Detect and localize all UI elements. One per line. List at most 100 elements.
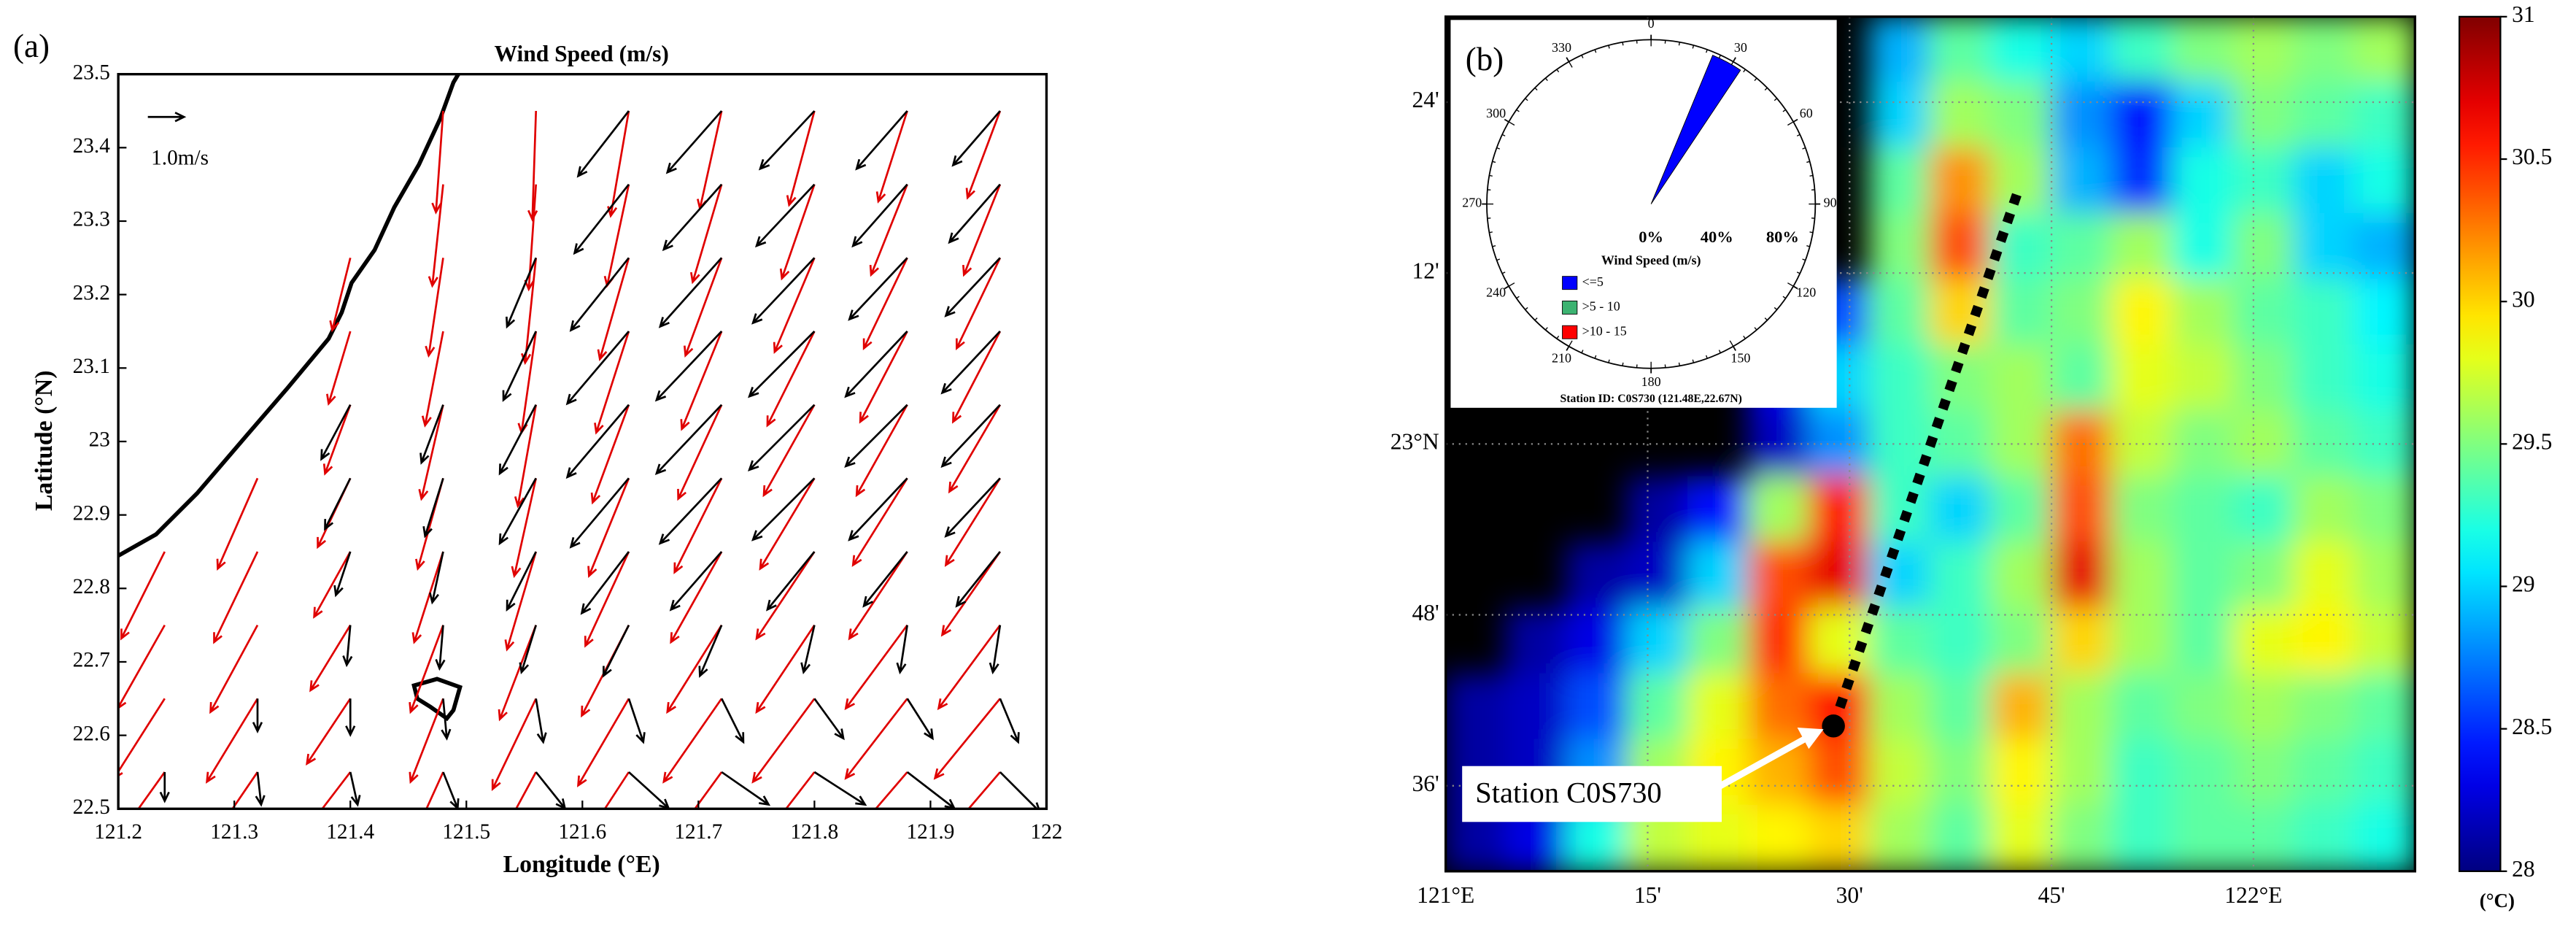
sst-cell: [1868, 804, 1932, 871]
x-tick-label: 121.9: [906, 820, 954, 844]
wind-vector: [519, 625, 537, 674]
sst-cell: [1989, 541, 2053, 609]
sst-cell: [2111, 804, 2174, 871]
sst-cell: [2293, 541, 2356, 609]
x-tick-label: 30': [1836, 882, 1863, 908]
wind-vector: [766, 331, 816, 428]
y-tick-label: 12': [1412, 258, 1439, 283]
colorbar-tick-label: 30: [2512, 286, 2535, 312]
sst-cell: [2172, 147, 2235, 215]
wind-vector: [677, 404, 723, 501]
sst-cell: [2111, 212, 2174, 281]
rose-minor-tick: [1534, 317, 1538, 321]
sst-cell: [1929, 476, 1992, 544]
angle-tick: [1566, 57, 1570, 63]
wind-vector: [944, 477, 1001, 567]
wind-vector: [759, 477, 816, 571]
wind-vector: [654, 331, 723, 402]
sst-cell: [2293, 344, 2356, 412]
wind-vector: [670, 551, 723, 644]
wind-vector: [896, 625, 908, 675]
wind-vector: [748, 331, 816, 398]
station-marker: [1822, 714, 1845, 738]
y-tick-label: 22.5: [73, 795, 110, 819]
wind-vector: [855, 110, 908, 171]
angle-tick-label: 90: [1824, 196, 1837, 210]
y-tick-label: 23.2: [73, 281, 110, 304]
wind-vector: [252, 698, 263, 733]
sst-cell: [2353, 673, 2416, 741]
sst-cell: [2293, 673, 2356, 741]
wind-vector: [159, 771, 170, 803]
wind-vector: [216, 477, 259, 571]
sst-cell: [2111, 81, 2174, 150]
sst-cell: [1687, 476, 1750, 544]
wind-vector: [844, 331, 908, 398]
wind-vector: [669, 551, 723, 612]
angle-tick: [1566, 346, 1570, 351]
sst-cell: [1747, 804, 1811, 871]
sst-cell: [2353, 541, 2416, 609]
wind-vector: [209, 624, 259, 714]
sst-cell: [2293, 147, 2356, 215]
wind-vector: [345, 698, 356, 737]
rose-minor-tick: [1809, 174, 1814, 177]
sst-cell: [2232, 16, 2295, 84]
y-tick-label: 23.4: [73, 134, 111, 158]
angle-tick-label: 180: [1641, 374, 1661, 389]
wind-vector: [751, 477, 816, 541]
rose-minor-tick: [1525, 307, 1528, 310]
wind-vector: [491, 698, 537, 791]
y-tick-label: 23.1: [73, 355, 110, 378]
wind-vector: [762, 404, 816, 498]
sst-cell: [1868, 541, 1932, 609]
wind-vector: [313, 551, 352, 619]
sst-cell: [2232, 804, 2295, 871]
sst-cell: [1989, 804, 2053, 871]
land-outline: [118, 74, 463, 722]
wind-vector: [535, 698, 547, 744]
y-tick-label: 22.8: [73, 575, 110, 598]
sst-cell: [2232, 81, 2295, 150]
rose-minor-tick: [1764, 317, 1768, 321]
y-tick-label: 22.6: [73, 722, 110, 745]
wind-vector: [813, 771, 867, 806]
wind-vector: [569, 477, 630, 549]
y-tick-label: 48': [1412, 600, 1439, 625]
wind-vector: [948, 404, 1002, 494]
rose-minor-tick: [1718, 350, 1721, 353]
sst-cell: [1989, 739, 2053, 806]
wind-vector: [658, 257, 723, 328]
wind-vector: [813, 698, 845, 741]
sst-cell: [1929, 541, 1992, 609]
wind-vector: [206, 698, 259, 784]
wind-vector: [754, 183, 816, 248]
sst-cell: [2111, 673, 2174, 741]
rose-minor-tick: [1774, 307, 1778, 310]
angle-tick-label: 210: [1552, 350, 1571, 365]
sst-cell: [1808, 804, 1871, 871]
sst-cell: [2111, 739, 2174, 806]
colorbar-tick-label: 31: [2512, 1, 2535, 27]
wind-vector: [869, 184, 908, 277]
wind-vector: [320, 404, 352, 461]
wind-vector: [766, 551, 816, 612]
x-tick-label: 121.5: [442, 820, 490, 844]
wind-vector: [848, 257, 908, 321]
wind-vector: [419, 404, 444, 465]
rose-minor-tick: [1568, 61, 1573, 68]
sst-cell: [2172, 212, 2235, 281]
sst-cell: [1929, 804, 1992, 871]
rose-minor-tick: [1743, 69, 1746, 73]
wind-vector: [569, 257, 630, 332]
x-tick-label: 122: [1031, 820, 1063, 844]
sst-cell: [1989, 344, 2053, 412]
wind-vector: [498, 404, 537, 476]
angle-tick: [1792, 118, 1798, 123]
colorbar-tick-label: 29.5: [2512, 429, 2552, 455]
rose-minor-tick: [1516, 109, 1520, 112]
rose-minor-tick: [1622, 362, 1624, 366]
angle-tick: [1732, 346, 1736, 351]
sst-cell: [1808, 739, 1871, 806]
wind-vector: [118, 624, 166, 709]
